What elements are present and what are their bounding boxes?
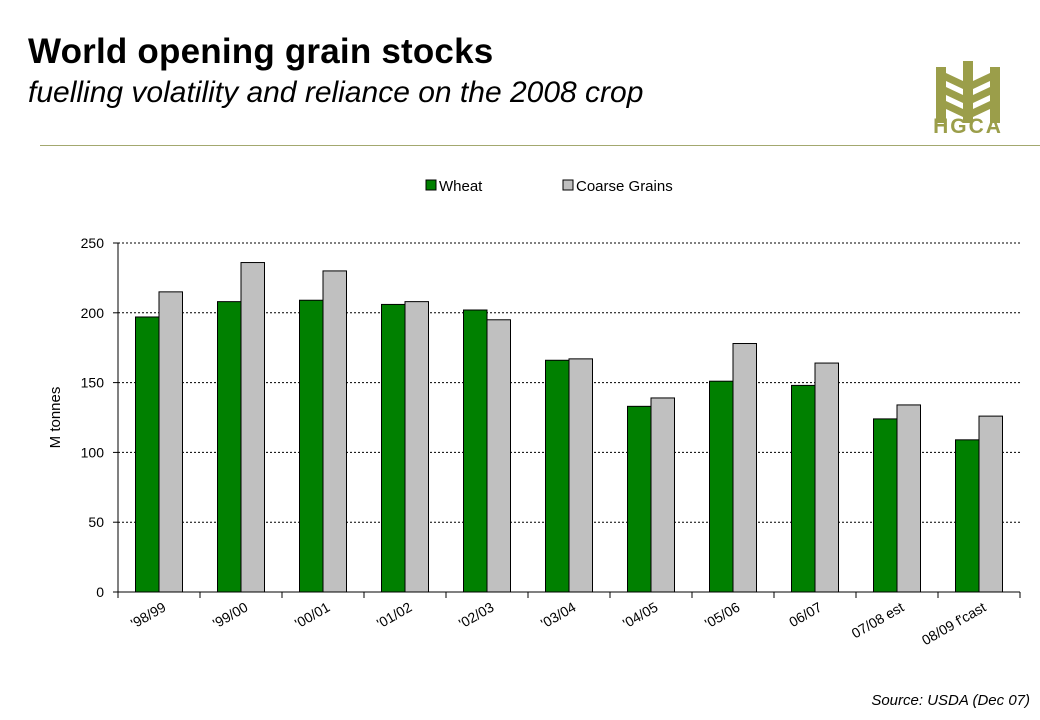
y-tick-label: 50 (88, 514, 104, 530)
hgca-wheat-logo-icon (936, 61, 1000, 123)
page-subtitle: fuelling volatility and reliance on the … (28, 76, 644, 109)
x-tick-label: '98/99 (128, 599, 169, 632)
bar-coarse-grains (322, 270, 347, 593)
bar-wheat (791, 384, 816, 593)
page-title: World opening grain stocks (28, 32, 494, 71)
bar-coarse-grains (732, 343, 757, 593)
x-tick-label: '00/01 (292, 599, 333, 632)
legend-label: Coarse Grains (576, 178, 673, 195)
bar-coarse-grains (486, 319, 511, 593)
bar-wheat (955, 439, 980, 593)
x-tick-label: '04/05 (620, 599, 661, 632)
grain-stocks-bar-chart: 0 50 100 150 200 250 M tonnes '98/99 '99/00 '00/0… (47, 178, 1021, 648)
bar-wheat (463, 309, 488, 593)
bar-coarse-grains (896, 404, 921, 593)
logo-text: HGCA (933, 115, 1003, 138)
x-tick-label: '05/06 (702, 599, 743, 632)
bar-wheat (627, 405, 652, 593)
bar-wheat (381, 303, 406, 593)
y-tick-label: 150 (81, 375, 105, 391)
bar-coarse-grains (978, 415, 1003, 593)
bar-coarse-grains (158, 291, 183, 593)
x-tick-label: 08/09 f'cast (919, 599, 989, 648)
x-tick-label: 06/07 (786, 599, 825, 630)
source-note: Source: USDA (Dec 07) (871, 692, 1030, 709)
bar-coarse-grains (404, 301, 429, 593)
x-tick-label: '01/02 (374, 599, 415, 632)
y-tick-label: 100 (81, 444, 105, 460)
bar-wheat (873, 418, 898, 593)
x-tick-label: '03/04 (538, 599, 579, 632)
x-tick-label: '99/00 (210, 599, 251, 632)
bar-coarse-grains (650, 397, 675, 593)
y-axis-label: M tonnes (47, 387, 64, 449)
bar-wheat (545, 359, 570, 593)
bar-coarse-grains (814, 362, 839, 593)
legend-swatch (562, 179, 574, 191)
y-tick-label: 250 (81, 235, 105, 251)
y-tick-label: 0 (96, 584, 104, 600)
bar-coarse-grains (240, 262, 265, 593)
bar-wheat (135, 316, 160, 593)
bar-wheat (299, 299, 324, 593)
x-tick-label: '02/03 (456, 599, 497, 632)
bar-wheat (217, 301, 242, 593)
legend-label: Wheat (439, 178, 483, 195)
header-divider (40, 145, 1040, 146)
x-tick-label: 07/08 est (849, 599, 907, 642)
bar-wheat (709, 380, 734, 593)
legend-swatch (425, 179, 437, 191)
bar-coarse-grains (568, 358, 593, 593)
y-tick-label: 200 (81, 305, 105, 321)
